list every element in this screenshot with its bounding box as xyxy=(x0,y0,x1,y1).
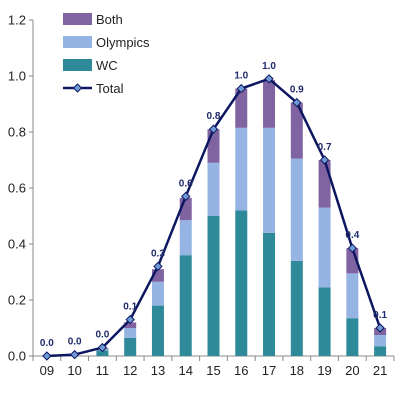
y-tick-label: 1.2 xyxy=(8,13,26,28)
bar-olympics-20 xyxy=(346,273,359,319)
total-data-label-11: 0.0 xyxy=(95,330,109,341)
bar-olympics-12 xyxy=(124,328,137,338)
legend-item-wc: WC xyxy=(63,58,118,73)
legend-item-both: Both xyxy=(63,12,123,27)
x-tick-label: 17 xyxy=(262,363,276,378)
x-tick-label: 19 xyxy=(317,363,331,378)
legend-swatch-total-marker xyxy=(72,83,83,93)
total-marker-11 xyxy=(97,342,108,353)
bar-wc-20 xyxy=(346,318,359,356)
total-data-label-16: 1.0 xyxy=(234,71,248,82)
total-data-label-21: 0.1 xyxy=(373,310,387,321)
axes: 0.0 0.2 0.4 0.6 0.8 1.0 1.2 09 10 11 12 13 14 15 16 17 1… xyxy=(8,13,395,378)
bar-both-12 xyxy=(124,322,137,328)
total-data-label-14: 0.6 xyxy=(179,178,193,189)
bar-wc-17 xyxy=(263,232,276,356)
legend-swatch-wc xyxy=(63,59,92,71)
data-labels: 0.0 0.0 0.0 0.1 0.3 0.6 0.8 1.0 1.0 0.9 0.7 0.4 0.1 xyxy=(40,61,388,349)
x-tick-label: 20 xyxy=(345,363,359,378)
bar-olympics-16 xyxy=(235,127,248,211)
bar-olympics-17 xyxy=(263,127,276,233)
legend-label-wc: WC xyxy=(96,58,118,73)
bar-both-19 xyxy=(318,160,331,208)
y-tick-label: 0.8 xyxy=(8,125,26,140)
total-data-label-10: 0.0 xyxy=(68,337,82,348)
total-data-label-13: 0.3 xyxy=(151,248,165,259)
bar-wc-11 xyxy=(96,350,109,356)
x-tick-label: 16 xyxy=(234,363,248,378)
x-tick-label: 12 xyxy=(123,363,137,378)
x-tick-label: 11 xyxy=(96,363,110,378)
bars xyxy=(96,80,387,356)
total-marker-10 xyxy=(69,349,80,360)
total-marker-09 xyxy=(42,351,52,361)
legend-swatch-olympics xyxy=(63,36,92,48)
y-tick-label: 1.0 xyxy=(8,69,26,84)
bar-olympics-21 xyxy=(374,335,387,347)
bar-olympics-13 xyxy=(151,281,164,306)
total-marker-17 xyxy=(264,74,274,84)
bar-olympics-19 xyxy=(318,207,331,288)
total-line-layer xyxy=(42,74,385,361)
total-data-label-15: 0.8 xyxy=(207,111,221,122)
x-tick-label: 10 xyxy=(67,363,81,378)
total-marker-20 xyxy=(347,243,358,253)
y-tick-label: 0.2 xyxy=(8,293,26,308)
legend-swatch-both xyxy=(63,13,92,25)
legend: Both Olympics WC Total xyxy=(63,12,150,96)
total-marker-18 xyxy=(292,97,302,108)
bar-both-16 xyxy=(235,88,248,128)
total-data-label-20: 0.4 xyxy=(345,230,359,241)
bar-wc-19 xyxy=(318,287,331,356)
bar-wc-15 xyxy=(207,216,220,356)
bar-wc-13 xyxy=(151,305,164,356)
x-tick-label: 13 xyxy=(151,363,165,378)
total-data-label-19: 0.7 xyxy=(318,142,332,153)
legend-label-total: Total xyxy=(96,81,124,96)
bar-wc-12 xyxy=(124,337,137,356)
x-tick-label: 21 xyxy=(373,363,387,378)
y-tick-label: 0.6 xyxy=(8,181,26,196)
total-marker-13 xyxy=(153,261,163,272)
bar-olympics-15 xyxy=(207,162,220,216)
x-tick-label: 15 xyxy=(206,363,220,378)
total-data-label-18: 0.9 xyxy=(290,85,304,96)
total-marker-15 xyxy=(208,124,219,134)
total-marker-21 xyxy=(375,323,385,333)
total-data-label-12: 0.1 xyxy=(123,302,137,313)
bar-olympics-14 xyxy=(179,220,192,256)
legend-label-both: Both xyxy=(96,12,123,27)
total-data-label-09: 0.0 xyxy=(40,338,54,349)
bar-wc-18 xyxy=(290,260,303,356)
y-tick-label: 0.0 xyxy=(8,349,26,364)
total-data-label-17: 1.0 xyxy=(262,61,276,72)
bar-wc-14 xyxy=(179,255,192,356)
x-tick-label: 14 xyxy=(178,363,192,378)
bar-both-15 xyxy=(207,129,220,163)
x-tick-label: 18 xyxy=(290,363,304,378)
bar-both-18 xyxy=(290,102,303,159)
legend-label-olympics: Olympics xyxy=(96,35,150,50)
legend-item-olympics: Olympics xyxy=(63,35,150,50)
bar-wc-21 xyxy=(374,346,387,356)
total-marker-16 xyxy=(236,83,246,94)
bar-wc-16 xyxy=(235,210,248,356)
legend-item-total: Total xyxy=(63,81,124,96)
total-marker-14 xyxy=(181,191,191,202)
y-tick-label: 0.4 xyxy=(8,237,26,252)
total-marker-12 xyxy=(125,314,135,325)
total-marker-19 xyxy=(319,155,330,165)
x-tick-label: 09 xyxy=(40,363,54,378)
bar-both-17 xyxy=(263,80,276,128)
bar-olympics-18 xyxy=(290,158,303,261)
